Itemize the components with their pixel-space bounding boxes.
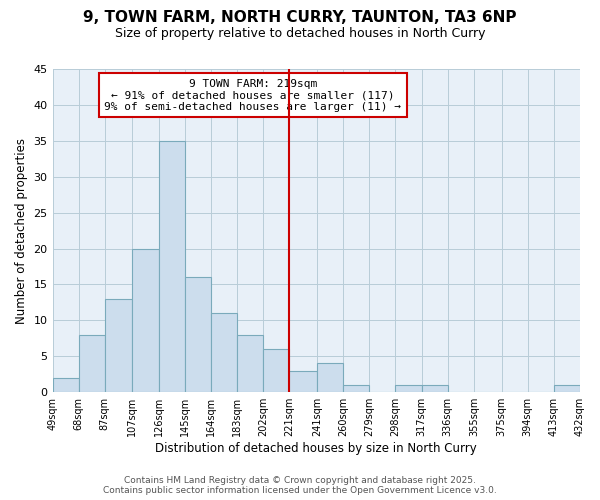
Bar xyxy=(211,313,237,392)
Bar xyxy=(317,364,343,392)
Bar xyxy=(237,334,263,392)
Y-axis label: Number of detached properties: Number of detached properties xyxy=(15,138,28,324)
Text: 9 TOWN FARM: 219sqm
← 91% of detached houses are smaller (117)
9% of semi-detach: 9 TOWN FARM: 219sqm ← 91% of detached ho… xyxy=(104,78,401,112)
Bar xyxy=(554,385,580,392)
Bar xyxy=(158,141,185,392)
Bar xyxy=(53,378,79,392)
Bar xyxy=(395,385,422,392)
Bar xyxy=(422,385,448,392)
Bar xyxy=(263,349,289,392)
Text: 9, TOWN FARM, NORTH CURRY, TAUNTON, TA3 6NP: 9, TOWN FARM, NORTH CURRY, TAUNTON, TA3 … xyxy=(83,10,517,25)
Bar xyxy=(79,334,105,392)
Bar xyxy=(185,278,211,392)
Bar xyxy=(289,370,317,392)
Bar xyxy=(343,385,369,392)
Bar xyxy=(133,248,158,392)
Text: Size of property relative to detached houses in North Curry: Size of property relative to detached ho… xyxy=(115,28,485,40)
X-axis label: Distribution of detached houses by size in North Curry: Distribution of detached houses by size … xyxy=(155,442,477,455)
Bar xyxy=(105,299,133,392)
Text: Contains HM Land Registry data © Crown copyright and database right 2025.
Contai: Contains HM Land Registry data © Crown c… xyxy=(103,476,497,495)
